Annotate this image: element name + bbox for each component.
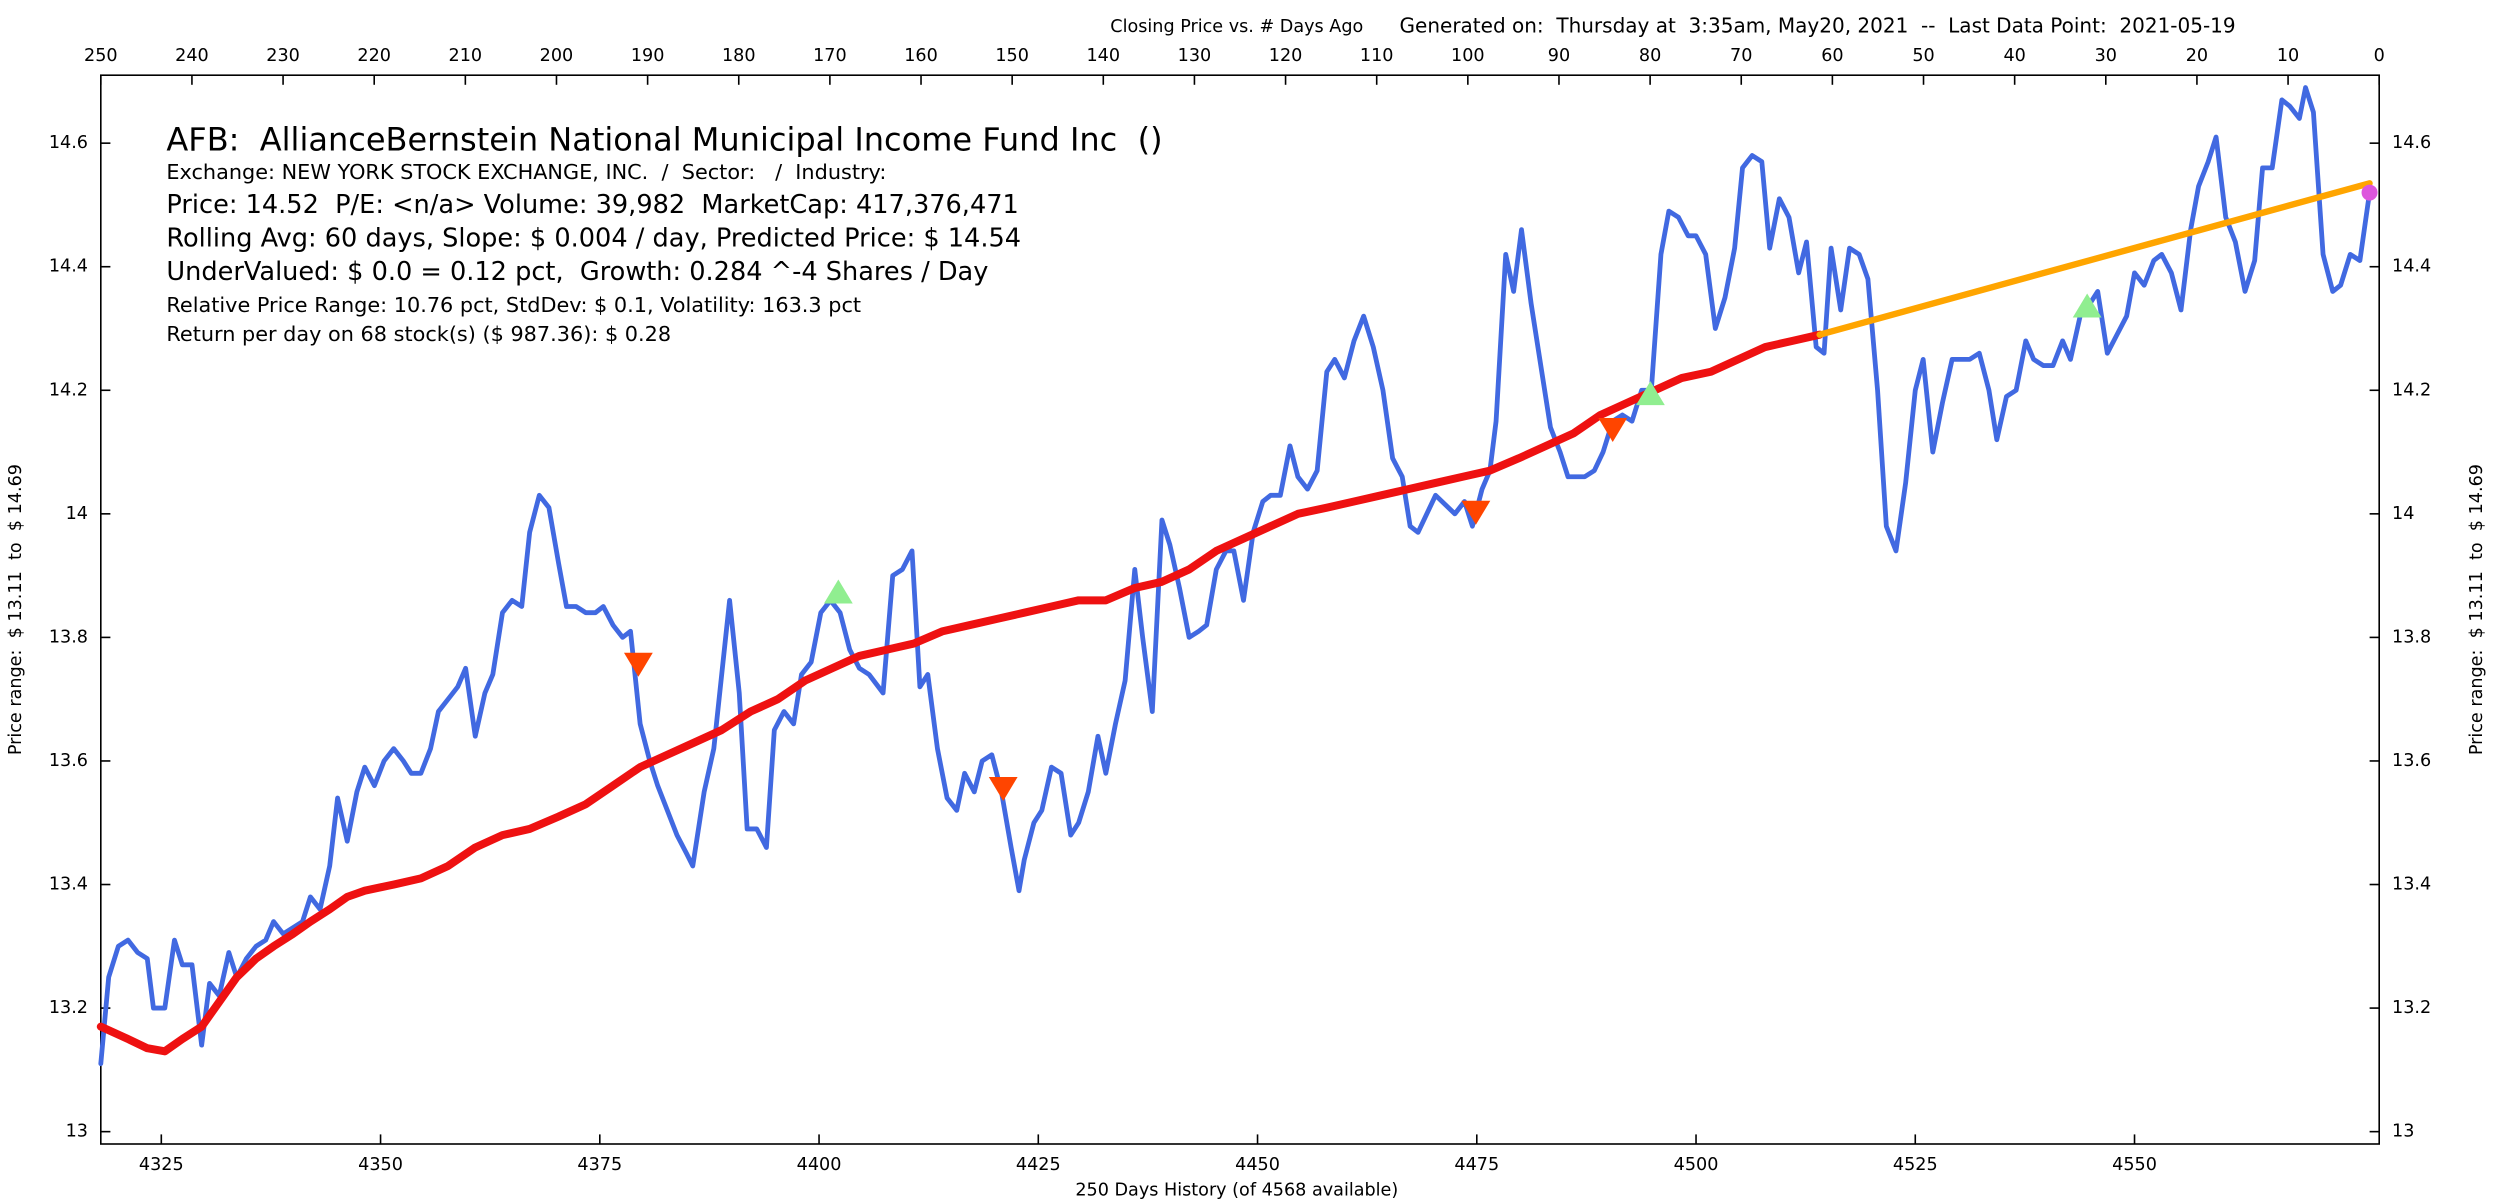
y-tick-label: 14.4 [49,257,88,277]
y2-tick-label: 14.2 [2392,380,2431,400]
x2-tick-label: 180 [722,46,756,66]
x2-tick-label: 100 [1451,46,1485,66]
x2-tick-label: 110 [1360,46,1394,66]
x2-tick-label: 200 [540,46,574,66]
x2-tick-label: 230 [266,46,300,66]
x2-tick-label: 80 [1639,46,1661,66]
buy-marker [823,579,853,604]
y2-tick-label: 13.4 [2392,875,2431,895]
y-tick-label: 13.8 [49,627,88,647]
y2-tick-label: 14 [2392,504,2414,524]
price-line [1816,180,2373,338]
x2-tick-label: 40 [2003,46,2025,66]
annotation: Rolling Avg: 60 days, Slope: $ 0.004 / d… [166,223,1021,253]
x-tick-label: 4325 [139,1155,184,1175]
x-tick-label: 4500 [1674,1155,1719,1175]
annotation: Price: 14.52 P/E: <n/a> Volume: 39,982 M… [166,190,1018,220]
annotation: Exchange: NEW YORK STOCK EXCHANGE, INC. … [166,160,886,184]
y-tick-label: 13 [66,1122,88,1142]
y-tick-label: 13.2 [49,998,88,1018]
y2-axis-label: Price range: $ 13.11 to $ 14.69 [2467,464,2487,755]
x2-tick-label: 240 [175,46,209,66]
x-tick-label: 4450 [1235,1155,1280,1175]
x-tick-label: 4400 [797,1155,842,1175]
annotation: UnderValued: $ 0.0 = 0.12 pct, Growth: 0… [166,257,988,287]
price-line [96,330,1824,1056]
x2-tick-label: 0 [2374,46,2385,66]
x2-tick-label: 250 [84,46,118,66]
sell-marker [988,776,1018,801]
x2-tick-label: 220 [357,46,391,66]
y2-tick-label: 13.8 [2392,627,2431,647]
generated-note: Generated on: Thursday at 3:35am, May20,… [1400,14,2236,38]
y-tick-label: 14.6 [49,133,88,153]
x2-tick-label: 90 [1548,46,1570,66]
x2-tick-label: 150 [995,46,1029,66]
x2-tick-label: 170 [813,46,847,66]
buy-marker [2072,293,2102,318]
y-axis-label: Price range: $ 13.11 to $ 14.69 [6,464,26,755]
y2-tick-label: 13.6 [2392,751,2431,771]
x-tick-label: 4375 [577,1155,622,1175]
plot-frame [100,74,2380,1145]
sell-marker [1598,418,1628,443]
x2-tick-label: 10 [2277,46,2299,66]
y2-tick-label: 13.2 [2392,998,2431,1018]
x-tick-label: 4525 [1893,1155,1938,1175]
y-tick-label: 13.4 [49,875,88,895]
x-tick-label: 4425 [1016,1155,1061,1175]
x2-tick-label: 210 [449,46,483,66]
y-tick-label: 14 [66,504,88,524]
x2-tick-label: 20 [2186,46,2208,66]
x-tick-label: 4350 [358,1155,403,1175]
annotation: AFB: AllianceBernstein National Municipa… [166,120,1162,158]
y-tick-label: 14.2 [49,380,88,400]
annotation: Return per day on 68 stock(s) ($ 987.36)… [166,322,671,346]
x2-tick-label: 50 [1912,46,1934,66]
x2-tick-label: 160 [904,46,938,66]
last-point [2361,184,2378,201]
chart-subtitle: Closing Price vs. # Days Ago [1110,17,1363,37]
x2-tick-label: 60 [1821,46,1843,66]
sell-marker [1461,500,1491,525]
annotation: Relative Price Range: 10.76 pct, StdDev:… [166,293,861,317]
x-axis-label: 250 Days History (of 4568 available) [1075,1180,1398,1200]
sell-marker [623,652,653,677]
x2-tick-label: 190 [631,46,665,66]
y2-tick-label: 13 [2392,1122,2414,1142]
x2-tick-label: 30 [2095,46,2117,66]
buy-marker [1636,381,1665,406]
y2-tick-label: 14.6 [2392,133,2431,153]
x2-tick-label: 130 [1178,46,1212,66]
x-tick-label: 4475 [1454,1155,1499,1175]
x2-tick-label: 120 [1269,46,1303,66]
x2-tick-label: 140 [1086,46,1120,66]
x-tick-label: 4550 [2112,1155,2157,1175]
y2-tick-label: 14.4 [2392,257,2431,277]
y-tick-label: 13.6 [49,751,88,771]
x2-tick-label: 70 [1730,46,1752,66]
